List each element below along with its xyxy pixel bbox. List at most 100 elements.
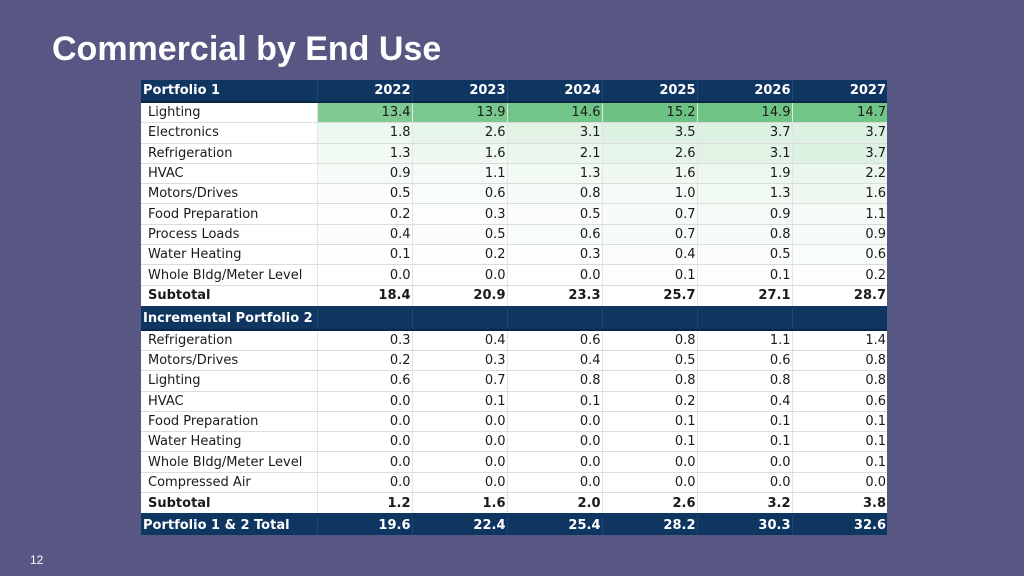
value-cell: 0.4 [411, 329, 507, 351]
value-cell: 1.3 [506, 163, 602, 185]
value-cell: 0.2 [316, 350, 412, 372]
value-cell: 0.7 [601, 203, 697, 225]
value-cell: 13.9 [411, 102, 507, 124]
value-cell: 0.8 [506, 370, 602, 392]
value-cell: 3.7 [791, 143, 887, 164]
value-cell: 0.1 [316, 244, 412, 266]
section-header-row: Incremental Portfolio 2 [141, 306, 887, 331]
grand-total-value: 30.3 [696, 514, 792, 536]
value-cell: 0.0 [696, 451, 792, 473]
subtotal-label: Subtotal [141, 492, 317, 516]
header-cell [791, 306, 887, 331]
table-row: Water Heating 0.0 0.0 0.0 0.1 0.1 0.1 [141, 431, 887, 453]
value-cell: 3.7 [696, 122, 792, 144]
value-cell: 0.6 [411, 183, 507, 205]
value-cell: 0.0 [316, 451, 412, 473]
value-cell: 14.9 [696, 102, 792, 124]
subtotal-value: 1.6 [411, 492, 507, 516]
table-row: Motors/Drives 0.2 0.3 0.4 0.5 0.6 0.8 [141, 350, 887, 372]
value-cell: 0.3 [411, 203, 507, 225]
value-cell: 0.1 [411, 391, 507, 412]
value-cell: 0.8 [791, 370, 887, 392]
header-cell [316, 306, 412, 331]
value-cell: 13.4 [316, 102, 412, 124]
value-cell: 0.9 [696, 203, 792, 225]
value-cell: 15.2 [601, 102, 697, 124]
value-cell: 1.6 [601, 163, 697, 185]
year-header: 2027 [791, 80, 887, 103]
value-cell: 0.1 [791, 431, 887, 453]
value-cell: 1.6 [411, 143, 507, 164]
section-header-row: Portfolio 1 2022 2023 2024 2025 2026 2027 [141, 80, 887, 103]
year-header: 2025 [601, 80, 697, 103]
grand-total-label: Portfolio 1 & 2 Total [141, 514, 317, 536]
table-row: Process Loads 0.4 0.5 0.6 0.7 0.8 0.9 [141, 224, 887, 246]
value-cell: 0.4 [696, 391, 792, 412]
table-row: Electronics 1.8 2.6 3.1 3.5 3.7 3.7 [141, 122, 887, 144]
row-label: Food Preparation [141, 411, 317, 433]
subtotal-value: 20.9 [411, 284, 507, 308]
value-cell: 0.6 [506, 224, 602, 246]
subtotal-label: Subtotal [141, 284, 317, 308]
grand-total-value: 25.4 [506, 514, 602, 536]
table-row: HVAC 0.0 0.1 0.1 0.2 0.4 0.6 [141, 391, 887, 412]
grand-total-value: 28.2 [601, 514, 697, 536]
row-label: Electronics [141, 122, 317, 144]
value-cell: 1.1 [696, 329, 792, 351]
value-cell: 3.1 [506, 122, 602, 144]
year-header: 2026 [696, 80, 792, 103]
value-cell: 1.9 [696, 163, 792, 185]
value-cell: 1.3 [696, 183, 792, 205]
page-number: 12 [30, 553, 44, 567]
subtotal-value: 23.3 [506, 284, 602, 308]
value-cell: 0.5 [601, 350, 697, 372]
section-header-label: Portfolio 1 [141, 80, 317, 103]
value-cell: 0.4 [506, 350, 602, 372]
table-row: Water Heating 0.1 0.2 0.3 0.4 0.5 0.6 [141, 244, 887, 266]
row-label: Water Heating [141, 431, 317, 453]
row-label: Lighting [141, 370, 317, 392]
value-cell: 0.0 [316, 391, 412, 412]
value-cell: 0.0 [601, 451, 697, 473]
subtotal-value: 2.0 [506, 492, 602, 516]
table-row: Motors/Drives 0.5 0.6 0.8 1.0 1.3 1.6 [141, 183, 887, 205]
value-cell: 0.8 [601, 370, 697, 392]
value-cell: 0.1 [601, 431, 697, 453]
row-label: Whole Bldg/Meter Level [141, 451, 317, 473]
value-cell: 0.6 [316, 370, 412, 392]
value-cell: 0.1 [791, 451, 887, 473]
value-cell: 0.3 [411, 350, 507, 372]
table-row: HVAC 0.9 1.1 1.3 1.6 1.9 2.2 [141, 163, 887, 185]
value-cell: 1.8 [316, 122, 412, 144]
year-header: 2023 [411, 80, 507, 103]
value-cell: 1.4 [791, 329, 887, 351]
value-cell: 0.4 [601, 244, 697, 266]
value-cell: 0.5 [696, 244, 792, 266]
value-cell: 0.9 [791, 224, 887, 246]
row-label: Refrigeration [141, 143, 317, 164]
value-cell: 0.0 [506, 472, 602, 494]
value-cell: 0.0 [696, 472, 792, 494]
value-cell: 3.1 [696, 143, 792, 164]
subtotal-row: Subtotal 18.4 20.9 23.3 25.7 27.1 28.7 [141, 284, 887, 308]
grand-total-value: 22.4 [411, 514, 507, 536]
header-cell [696, 306, 792, 331]
value-cell: 0.2 [316, 203, 412, 225]
value-cell: 0.1 [696, 431, 792, 453]
end-use-table-body: Portfolio 1 2022 2023 2024 2025 2026 2027 Light… [141, 80, 887, 536]
subtotal-value: 28.7 [791, 284, 887, 308]
value-cell: 0.0 [411, 472, 507, 494]
table-row: Compressed Air 0.0 0.0 0.0 0.0 0.0 0.0 [141, 472, 887, 494]
row-label: HVAC [141, 391, 317, 412]
value-cell: 2.6 [411, 122, 507, 144]
value-cell: 0.0 [316, 431, 412, 453]
value-cell: 0.0 [411, 264, 507, 286]
year-header: 2024 [506, 80, 602, 103]
value-cell: 0.8 [696, 224, 792, 246]
value-cell: 0.6 [791, 391, 887, 412]
value-cell: 2.1 [506, 143, 602, 164]
value-cell: 0.0 [506, 411, 602, 433]
value-cell: 0.1 [696, 264, 792, 286]
subtotal-value: 1.2 [316, 492, 412, 516]
value-cell: 0.2 [601, 391, 697, 412]
